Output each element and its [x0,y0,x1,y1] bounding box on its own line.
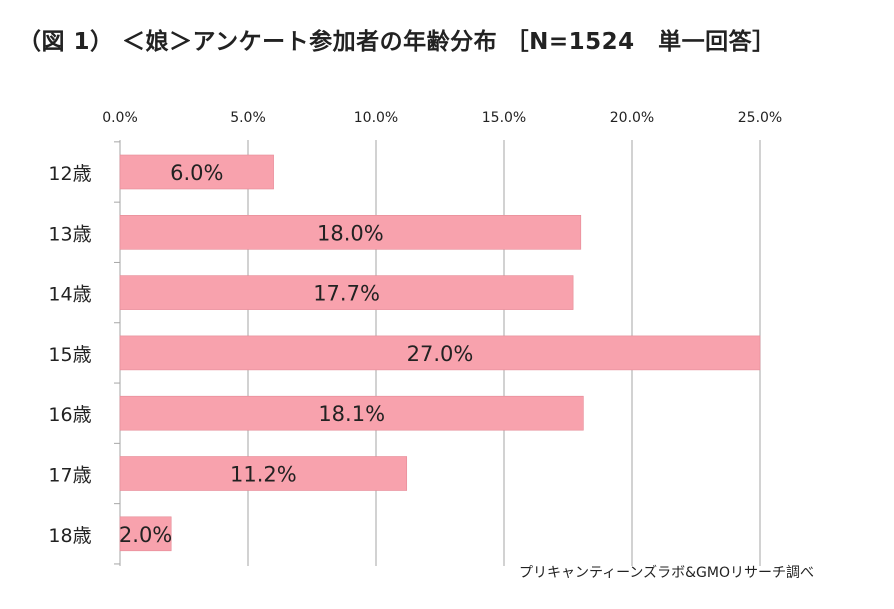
bar [119,456,408,491]
value-label: 27.0% [407,342,474,366]
category-labels: 12歳 13歳 14歳 15歳 16歳 17歳 18歳 [48,163,91,547]
x-tick-label: 25.0% [738,110,782,126]
x-tick-label: 10.0% [354,110,398,126]
category-label: 15歳 [48,344,91,366]
value-label: 2.0% [119,523,172,547]
x-tick-label: 0.0% [102,110,138,126]
bar [119,215,582,250]
value-label: 18.0% [317,221,384,245]
bar [119,335,761,371]
x-axis-ticks: 0.0% 5.0% 10.0% 15.0% 20.0% 25.0% [102,110,782,126]
category-label: 12歳 [48,163,91,185]
value-label: 6.0% [170,161,223,185]
category-label: 17歳 [48,465,91,487]
source-note: プリキャンティーンズラボ&GMOリサーチ調べ [518,565,814,581]
category-label: 14歳 [48,284,91,306]
x-tick-label: 20.0% [610,110,654,126]
bar [119,154,274,190]
value-label: 17.7% [313,282,380,306]
category-label: 16歳 [48,404,91,426]
x-tick-label: 15.0% [482,110,526,126]
chart-title: （図 1） ＜娘＞アンケート参加者の年齢分布 ［N=1524 単一回答］ [18,29,776,55]
bars [119,154,761,552]
value-label: 11.2% [230,463,297,487]
category-label: 13歳 [48,223,91,245]
bar [119,275,574,310]
bar [119,516,172,552]
x-tick-label: 5.0% [230,110,266,126]
category-label: 18歳 [48,525,91,547]
value-labels: 6.0% 18.0% 17.7% 27.0% 18.1% 11.2% 2.0% [119,161,473,547]
bar [119,395,584,431]
value-label: 18.1% [318,402,385,426]
